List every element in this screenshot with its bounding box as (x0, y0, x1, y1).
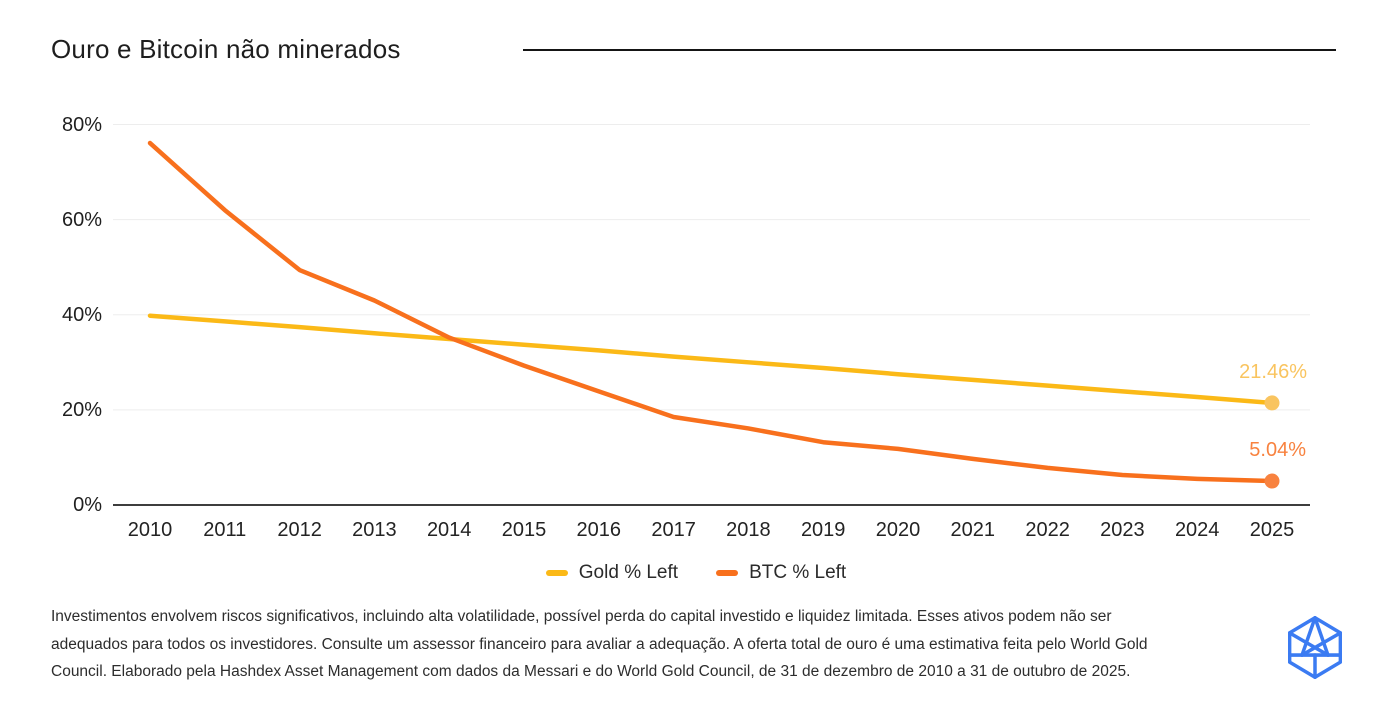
x-axis-tick-label: 2022 (1025, 519, 1070, 541)
x-axis-tick-label: 2018 (726, 519, 771, 541)
x-axis-tick-label: 2024 (1174, 519, 1220, 541)
hashdex-logo-icon (1287, 616, 1343, 684)
legend-label-gold: Gold % Left (578, 562, 679, 583)
x-axis-tick-label: 2021 (950, 519, 996, 541)
x-axis-tick-label: 2019 (800, 519, 846, 541)
btc-line-swatch-icon (716, 570, 739, 576)
title-rule (523, 49, 1336, 51)
gold-series-line (147, 313, 1275, 406)
y-axis-tick-label: 80% (61, 113, 102, 136)
x-axis-tick-label: 2014 (426, 519, 472, 541)
y-axis-tick-label: 20% (61, 398, 102, 421)
disclaimer-line: Council. Elaborado pela Hashdex Asset Ma… (51, 663, 1131, 680)
x-axis-tick-label: 2013 (352, 519, 397, 541)
x-axis-tick-label: 2017 (651, 519, 696, 541)
disclaimer-line: Investimentos envolvem riscos significat… (51, 608, 1112, 625)
legend-label-btc: BTC % Left (749, 562, 847, 583)
y-axis-tick-label: 40% (61, 303, 102, 326)
btc-end-label: 5.04% (1249, 439, 1306, 461)
gold-line-swatch-icon (545, 570, 568, 576)
x-axis-tick-label: 2016 (576, 519, 622, 541)
y-axis-tick-label: 60% (61, 208, 102, 231)
btc-end-point (1264, 473, 1280, 489)
y-axis-tick-label: 0% (73, 494, 102, 516)
legend-item-gold: Gold % Left (545, 562, 679, 584)
disclaimer-text: Investimentos envolvem riscos significat… (51, 603, 1148, 686)
x-axis-tick-label: 2020 (875, 519, 921, 541)
page-title: Ouro e Bitcoin não minerados (51, 34, 401, 64)
disclaimer-line: adequados para todos os investidores. Co… (51, 635, 1148, 653)
x-axis-tick-label: 2015 (501, 519, 547, 541)
x-axis-tick-label: 2023 (1100, 519, 1145, 541)
legend-item-btc: BTC % Left (716, 562, 846, 584)
btc-series-line (147, 140, 1275, 484)
gold-end-point (1264, 395, 1280, 411)
x-axis-tick-label: 2012 (277, 519, 322, 541)
x-axis-tick-label: 2025 (1249, 519, 1295, 541)
x-axis-tick-label: 2011 (203, 519, 247, 541)
x-axis-tick-label: 2010 (127, 519, 173, 541)
gold-end-label: 21.46% (1239, 361, 1307, 383)
legend: Gold % Left BTC % Left (0, 562, 1392, 584)
